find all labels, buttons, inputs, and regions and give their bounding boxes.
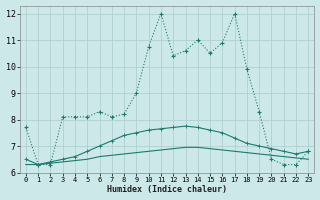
X-axis label: Humidex (Indice chaleur): Humidex (Indice chaleur): [107, 185, 227, 194]
